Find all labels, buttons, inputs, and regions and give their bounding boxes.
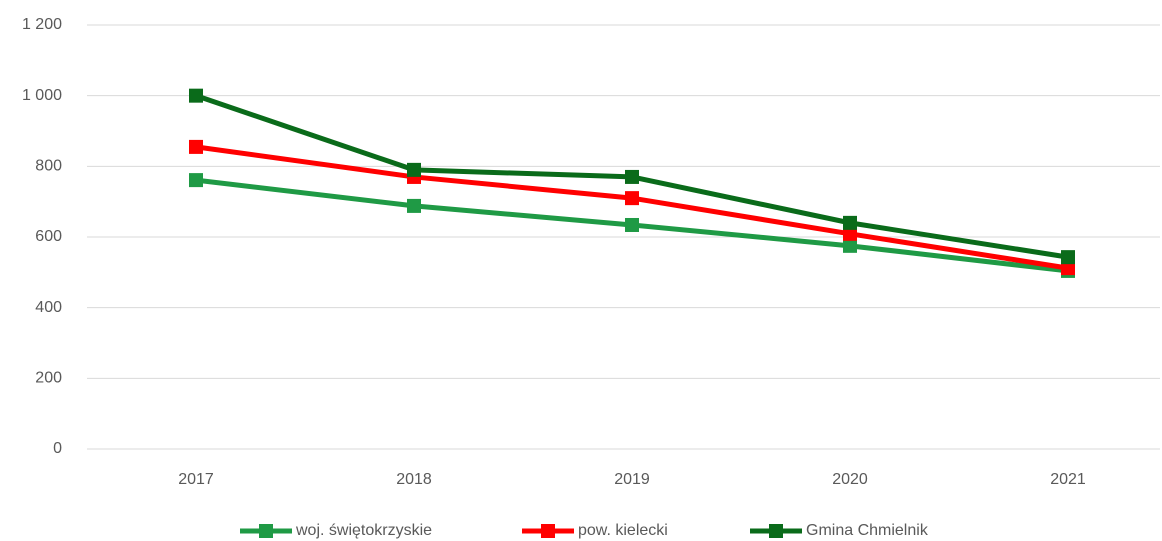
- y-tick-label: 1 000: [22, 87, 62, 104]
- legend-label: woj. świętokrzyskie: [295, 522, 432, 539]
- y-tick-label: 400: [35, 299, 62, 316]
- y-tick-label: 600: [35, 228, 62, 245]
- y-tick-label: 0: [53, 440, 62, 457]
- y-tick-label: 200: [35, 370, 62, 387]
- legend-marker: [541, 524, 555, 538]
- marker: [625, 217, 639, 232]
- marker: [843, 238, 857, 253]
- series-line: [195, 144, 1069, 271]
- marker: [625, 191, 639, 206]
- x-tick-label: 2021: [1050, 471, 1086, 488]
- y-tick-label: 1 200: [22, 16, 62, 33]
- legend-label: Gmina Chmielnik: [806, 522, 929, 539]
- x-tick-label: 2018: [396, 471, 432, 488]
- marker: [189, 139, 203, 154]
- legend-marker: [769, 524, 783, 538]
- marker: [1061, 250, 1075, 265]
- marker: [407, 162, 421, 177]
- legend-label: pow. kielecki: [578, 522, 668, 539]
- marker: [843, 215, 857, 230]
- y-tick-label: 800: [35, 158, 62, 175]
- x-tick-label: 2019: [614, 471, 650, 488]
- marker: [189, 88, 203, 103]
- x-tick-label: 2020: [832, 471, 868, 488]
- marker: [843, 226, 857, 241]
- legend-marker: [259, 524, 273, 538]
- x-tick-label: 2017: [178, 471, 214, 488]
- marker: [189, 173, 203, 188]
- marker: [1061, 261, 1075, 276]
- marker: [625, 169, 639, 184]
- marker: [407, 198, 421, 213]
